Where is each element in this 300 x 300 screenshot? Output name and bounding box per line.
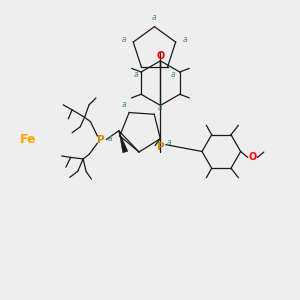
- Text: a: a: [122, 34, 127, 43]
- Text: O: O: [248, 152, 257, 162]
- Polygon shape: [119, 131, 128, 153]
- Text: a: a: [167, 138, 172, 147]
- Text: a: a: [134, 70, 138, 79]
- Text: a: a: [122, 100, 126, 109]
- Text: a: a: [108, 134, 113, 143]
- Text: a: a: [171, 70, 176, 79]
- Text: a: a: [158, 103, 163, 112]
- Text: Fe: Fe: [20, 133, 36, 146]
- Text: a: a: [152, 13, 157, 22]
- Text: a: a: [182, 34, 187, 43]
- Text: P: P: [157, 142, 164, 152]
- Text: P: P: [97, 135, 105, 145]
- Text: O: O: [156, 51, 164, 62]
